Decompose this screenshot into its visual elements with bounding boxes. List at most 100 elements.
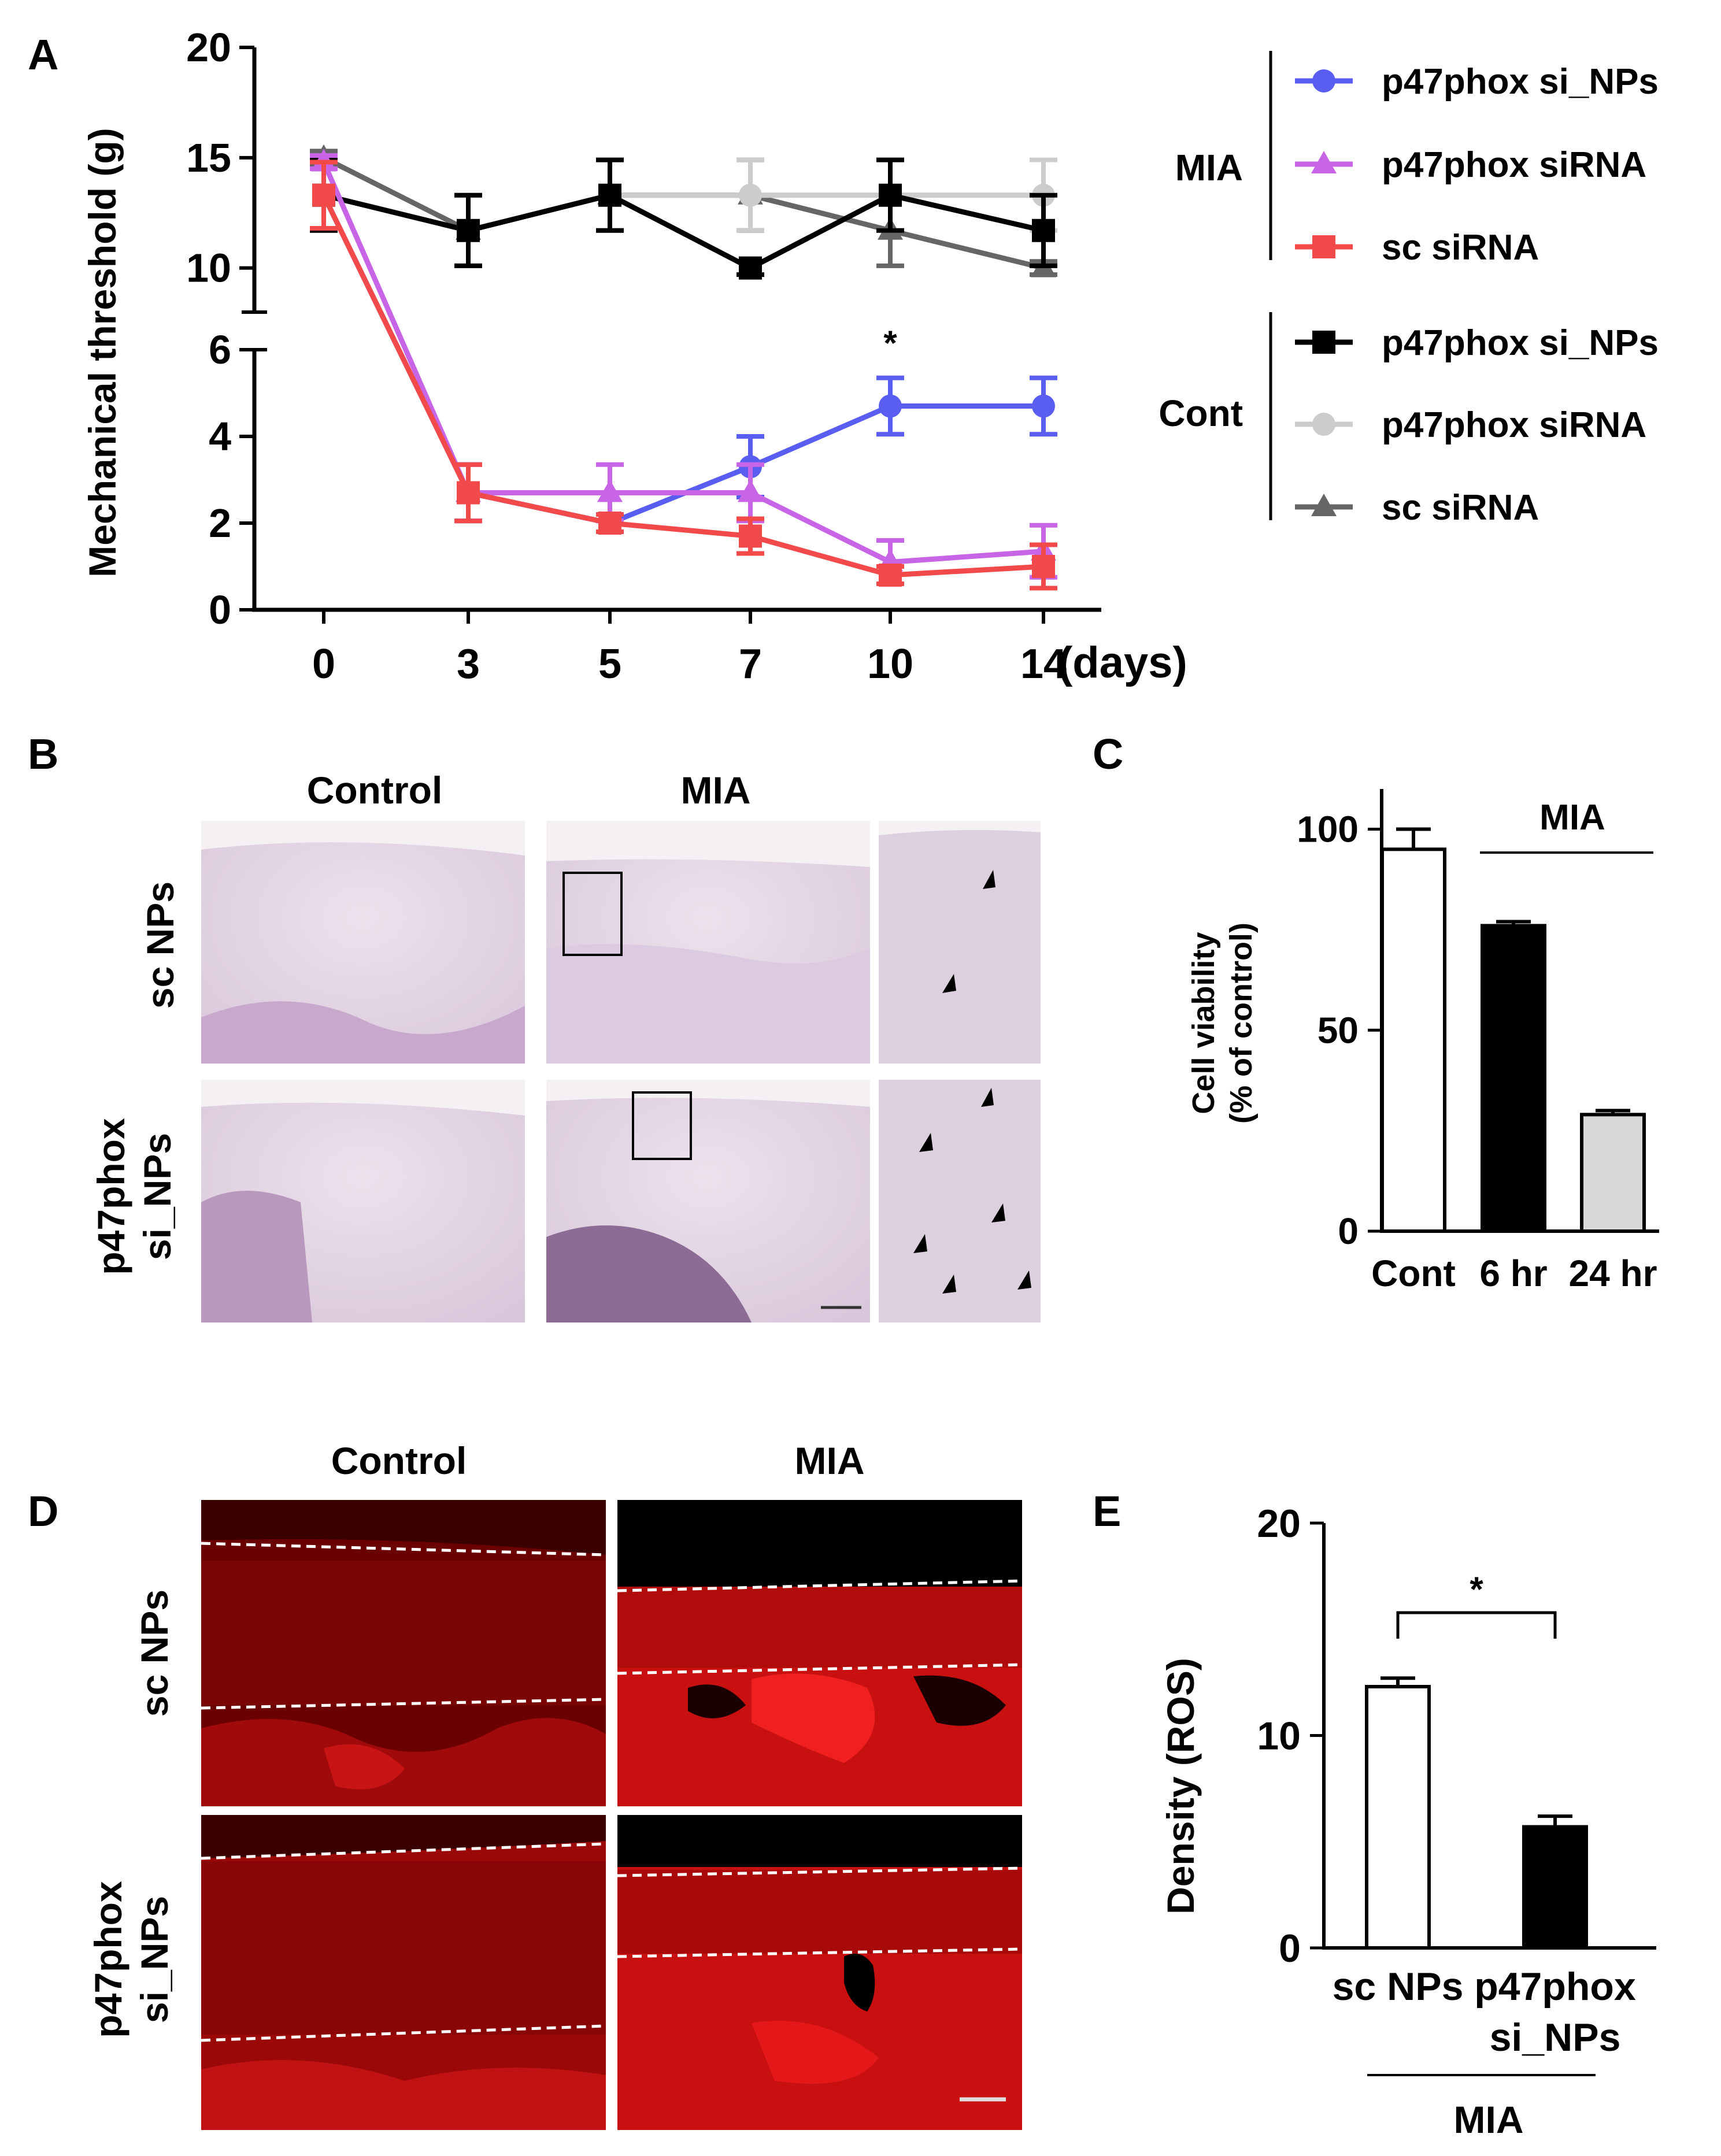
chart-c-group-label: MIA — [1539, 798, 1605, 838]
x-tick-label: 3 — [457, 641, 480, 687]
chart-a: Mechanical threshold (g) 10 15 20 0 2 4 6 0 3 5 7 1… — [81, 25, 1659, 687]
data-point — [312, 183, 335, 207]
legend-marker — [1312, 331, 1335, 354]
boundary-line — [617, 1866, 1023, 1877]
y-tick-label: 100 — [1297, 809, 1359, 850]
series-mia-p47phox-sirna — [310, 149, 1057, 586]
legend-label: p47phox si_NPs — [1382, 62, 1659, 102]
x-tick-label: 6 hr — [1479, 1253, 1547, 1294]
significance-star: * — [1470, 1570, 1483, 1609]
he-image-control-sc — [201, 821, 525, 1064]
legend-label: p47phox si_NPs — [1382, 323, 1659, 363]
data-point — [457, 481, 480, 505]
panel-b-row-si-nps: si_NPs — [136, 1133, 179, 1260]
data-point — [598, 183, 621, 207]
y-tick-label: 20 — [186, 25, 231, 70]
y-tick-label: 6 — [209, 327, 231, 372]
bar — [1481, 924, 1546, 1233]
fluo-image-mia-p47 — [617, 1815, 1023, 2130]
chart-e-group-label: MIA — [1454, 2098, 1524, 2141]
panel-b-col-control: Control — [307, 769, 443, 812]
panel-d-row-sc-nps: sc NPs — [133, 1590, 176, 1717]
y-tick-label: 10 — [1257, 1714, 1301, 1758]
x-tick-label: 7 — [739, 641, 762, 687]
x-tick-label: 14 — [1020, 641, 1067, 687]
panel-d-col-mia: MIA — [795, 1439, 865, 1482]
legend-marker — [1312, 69, 1335, 92]
chart-c-y-label-1: Cell viability — [1186, 932, 1221, 1114]
y-tick-label: 10 — [186, 246, 231, 291]
legend-label: sc siRNA — [1382, 488, 1539, 528]
y-tick-label: 0 — [1338, 1210, 1359, 1252]
panel-b-row-p47phox: p47phox — [90, 1118, 132, 1275]
x-tick-label: p47phox — [1474, 1965, 1636, 2009]
y-tick-label: 20 — [1257, 1502, 1301, 1546]
y-tick-label: 0 — [1279, 1927, 1301, 1970]
chart-a-annotation: * — [883, 324, 897, 362]
series-line — [321, 194, 1044, 578]
panel-d-col-control: Control — [331, 1439, 467, 1482]
y-tick-label: 4 — [209, 414, 231, 459]
x-tick-label: 0 — [312, 641, 335, 687]
panel-label-c: C — [1093, 730, 1123, 778]
boundary-line — [201, 1542, 606, 1557]
fluo-image-mia-sc — [617, 1500, 1023, 1806]
data-point — [1032, 394, 1055, 418]
data-point — [597, 479, 623, 502]
he-image-control-p47 — [201, 1080, 525, 1323]
chart-a-y-label: Mechanical threshold (g) — [81, 128, 124, 577]
chart-e-y-label: Density (ROS) — [1159, 1658, 1202, 1914]
significance-bracket — [1396, 1611, 1557, 1639]
series-line — [323, 192, 1045, 271]
y-tick-label: 50 — [1317, 1009, 1359, 1051]
legend-marker — [1312, 235, 1335, 258]
he-image-mia-p47 — [546, 1080, 870, 1323]
x-tick-label: sc NPs — [1333, 1965, 1464, 2009]
he-image-mia-sc — [546, 821, 870, 1064]
data-point — [1032, 218, 1055, 242]
legend-marker — [1311, 151, 1337, 173]
panel-label-d: D — [28, 1487, 58, 1535]
legend-label: sc siRNA — [1382, 228, 1539, 268]
panel-b-col-mia: MIA — [681, 769, 751, 812]
boundary-line — [201, 2024, 606, 2042]
fluo-image-control-sc — [201, 1500, 606, 1806]
he-image-mia-sc-zoom — [879, 821, 1041, 1064]
chart-c-y-label-2: (% of control) — [1224, 923, 1259, 1124]
data-point — [879, 394, 902, 418]
legend-marker — [1312, 413, 1335, 436]
data-point — [879, 564, 902, 587]
bar — [1380, 847, 1446, 1233]
data-point — [1032, 555, 1055, 578]
panel-b-micrographs: Control MIA sc NPs p47phox si_NPs — [90, 769, 1041, 1323]
chart-a-x-unit: (days) — [1058, 638, 1187, 687]
data-point — [738, 479, 763, 502]
data-point — [457, 218, 480, 242]
series-line — [321, 194, 1043, 526]
data-point — [739, 256, 762, 280]
boundary-line — [617, 1663, 1023, 1675]
panel-label-a: A — [28, 31, 58, 79]
y-tick-label: 2 — [209, 501, 231, 546]
boundary-line — [617, 1579, 1023, 1592]
fluo-image-control-p47 — [201, 1815, 606, 2130]
legend-group-label: MIA — [1175, 147, 1243, 188]
y-tick-label: 0 — [209, 587, 231, 632]
x-tick-label: 24 hr — [1569, 1253, 1657, 1294]
panel-d-row-p47phox: p47phox — [87, 1881, 129, 2038]
panel-d-row-si-nps: si_NPs — [133, 1896, 176, 2023]
legend-group-label: Cont — [1159, 392, 1243, 434]
chart-c: Cell viability (% of control) 0 50 100 Cont… — [1186, 789, 1659, 1294]
x-tick-label: 5 — [598, 641, 621, 687]
x-tick-label: 10 — [867, 641, 913, 687]
bar — [1522, 1825, 1588, 1950]
series-cont-p47phox-si-nps — [310, 157, 1057, 280]
panel-b-row-sc-nps: sc NPs — [139, 881, 182, 1009]
data-point — [739, 524, 762, 548]
bar — [1365, 1684, 1431, 1950]
boundary-line — [617, 1947, 1023, 1958]
he-image-mia-p47-zoom — [879, 1080, 1041, 1323]
data-point — [598, 512, 621, 535]
